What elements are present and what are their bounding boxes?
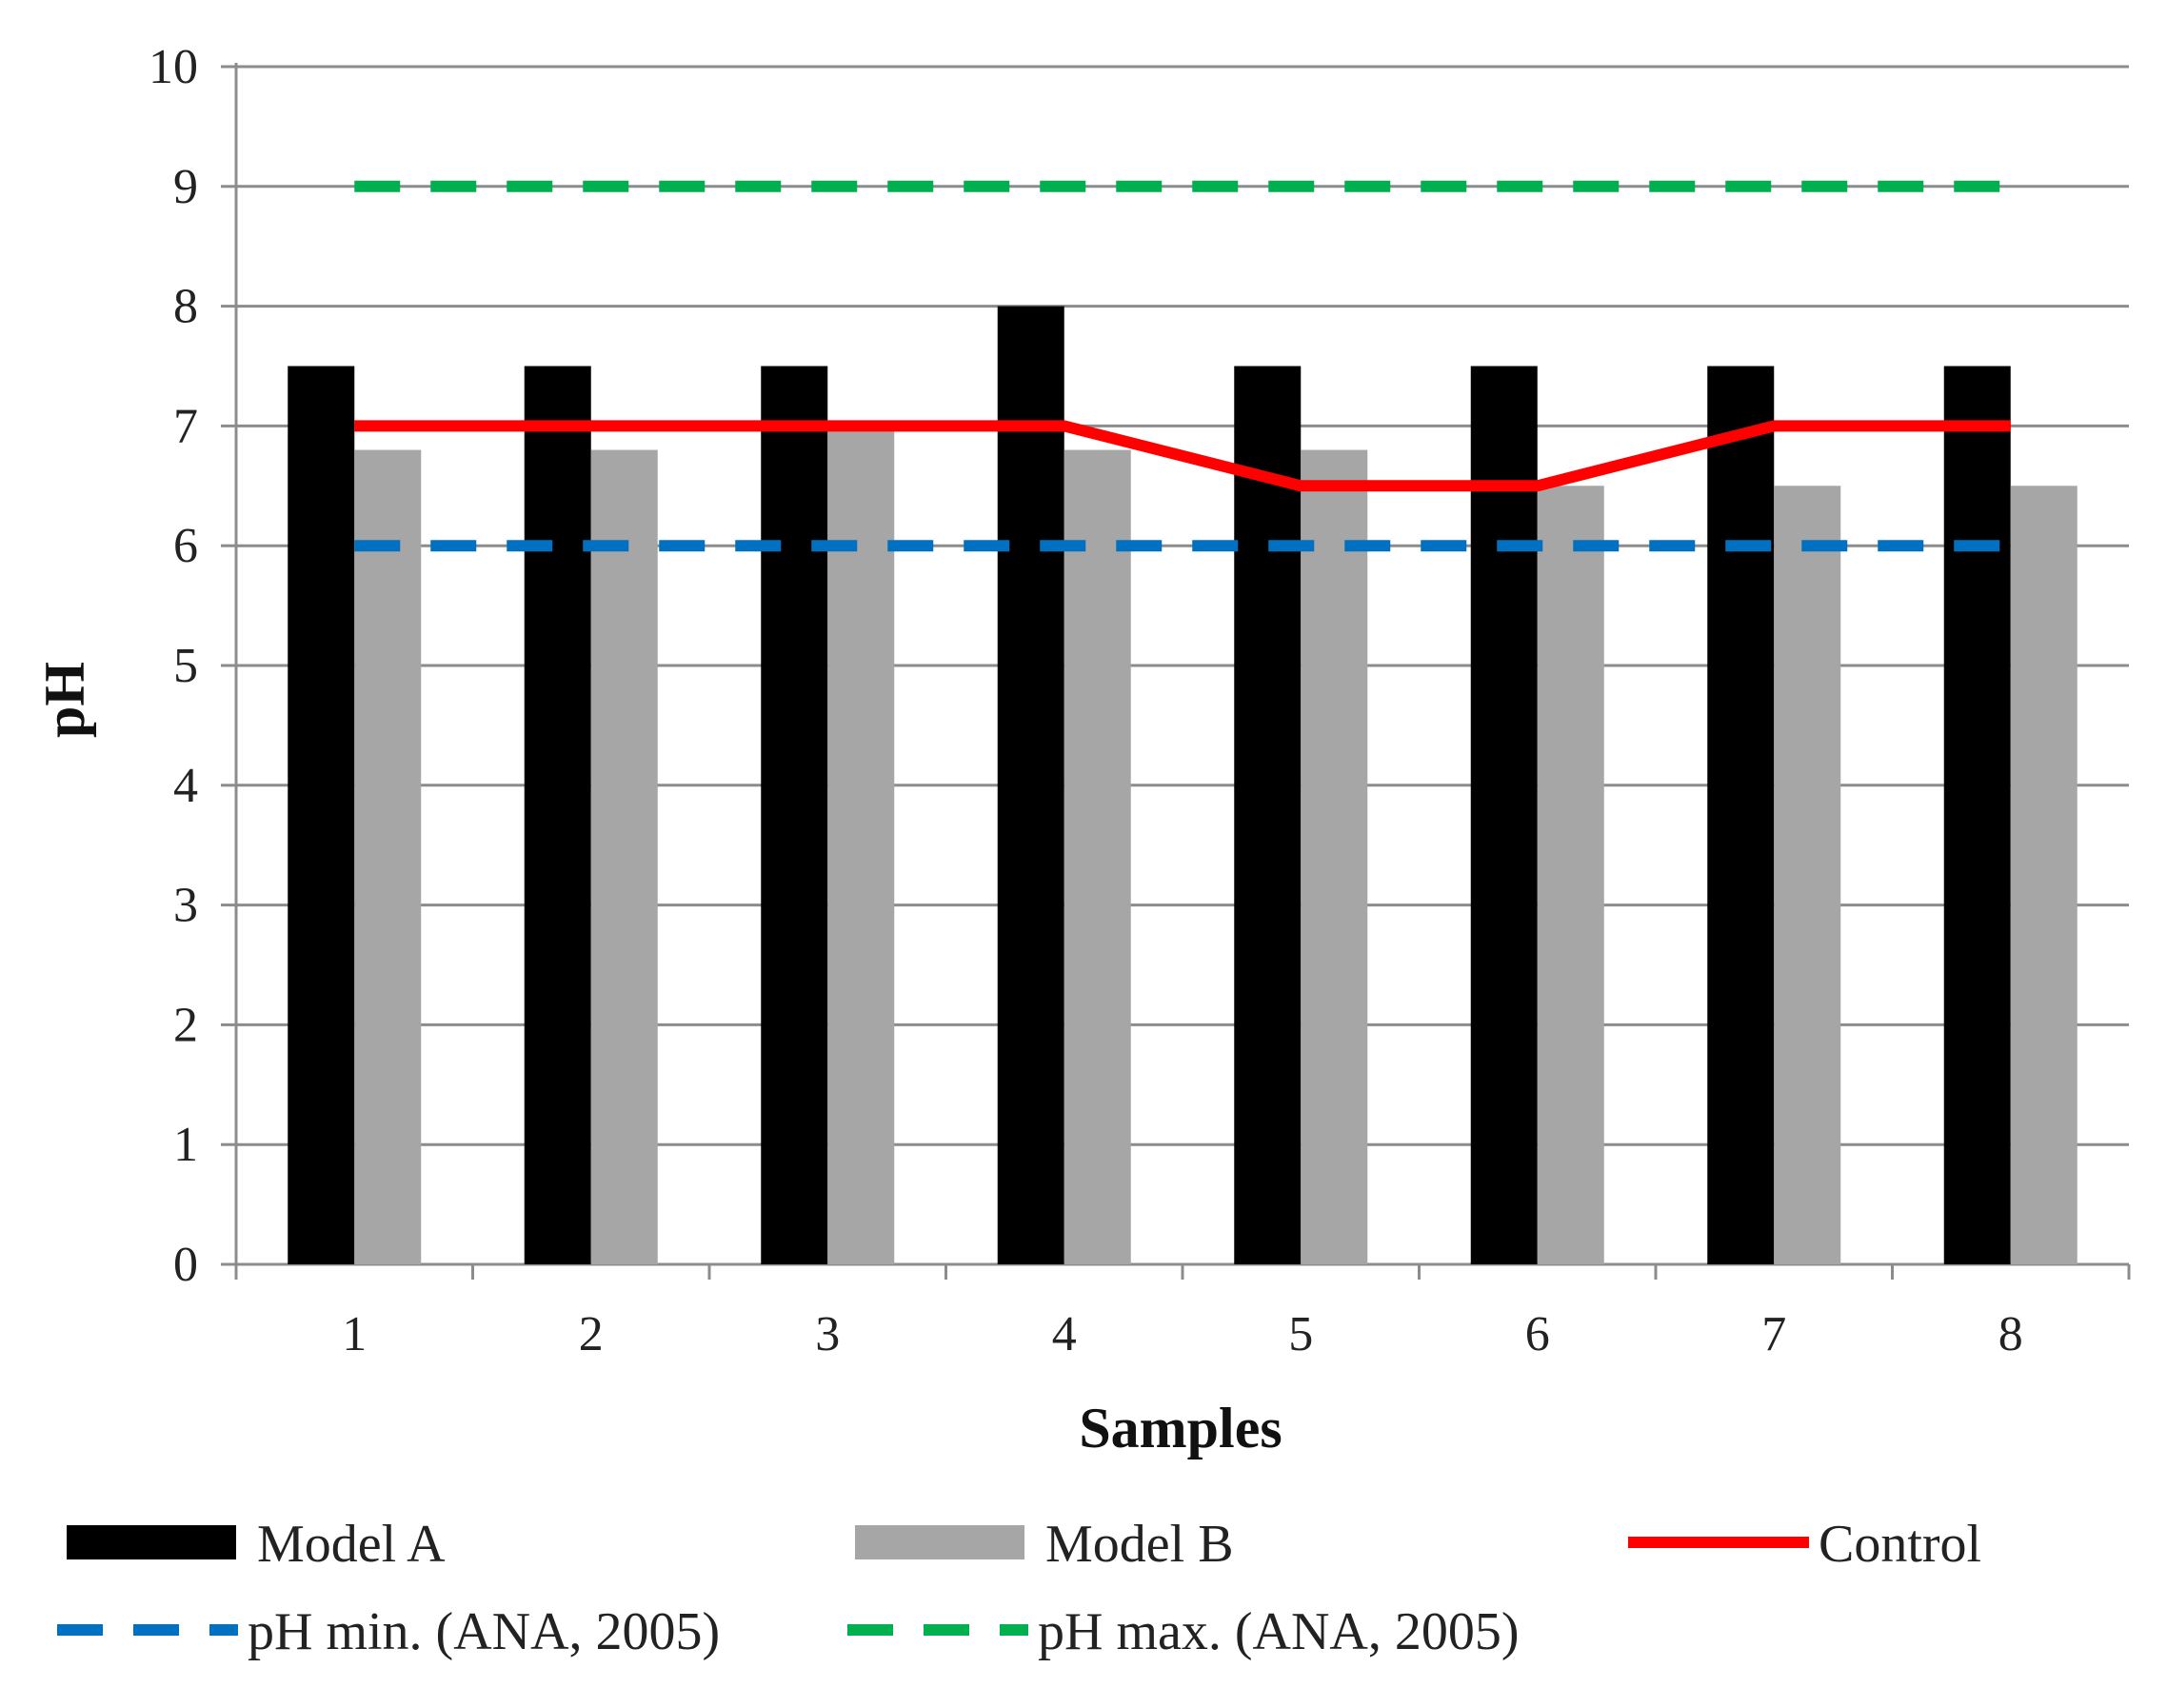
legend-swatch-model-a (67, 1525, 236, 1559)
y-tick-label-2: 2 (173, 998, 198, 1052)
bar-model-b-4 (1064, 450, 1131, 1264)
x-tick-label-7: 7 (1761, 1307, 1786, 1361)
legend: Model A Model B Control pH min. (ANA, 2005)… (57, 1515, 1981, 1661)
bar-model-b-5 (1301, 450, 1367, 1264)
y-tick-label-5: 5 (173, 639, 198, 693)
bar-model-a-7 (1707, 367, 1774, 1265)
x-tick-label-1: 1 (342, 1307, 367, 1361)
axes (221, 63, 2129, 1280)
legend-label-ph-min-ana-2005-: pH min. (ANA, 2005) (248, 1602, 720, 1661)
y-tick-label-9: 9 (173, 160, 198, 214)
bar-model-b-3 (827, 426, 894, 1264)
bar-model-b-2 (591, 450, 658, 1264)
bar-model-a-8 (1944, 367, 2011, 1265)
legend-swatch-model-b (855, 1525, 1024, 1559)
bar-model-a-5 (1234, 367, 1301, 1265)
x-tick-label-6: 6 (1525, 1307, 1550, 1361)
y-tick-label-8: 8 (173, 280, 198, 334)
gridlines (236, 67, 2129, 1144)
x-tick-label-5: 5 (1288, 1307, 1313, 1361)
legend-label-model-a: Model A (257, 1515, 446, 1574)
x-tick-label-4: 4 (1052, 1307, 1077, 1361)
bar-model-b-1 (354, 450, 421, 1264)
y-tick-label-3: 3 (173, 879, 198, 933)
chart: 0123456789101 2 3 4 5 6 7 8 Samples pH Model AM… (0, 0, 2167, 1708)
bar-model-a-1 (288, 367, 354, 1265)
bar-model-a-3 (761, 367, 827, 1265)
bar-model-b-6 (1538, 486, 1604, 1264)
legend-label-control: Control (1819, 1515, 1981, 1574)
bar-model-a-4 (998, 307, 1064, 1264)
x-axis-title: Samples (1079, 1397, 1282, 1460)
y-tick-label-10: 10 (149, 40, 198, 94)
bar-model-a-6 (1471, 367, 1538, 1265)
y-axis-title: pH (33, 662, 96, 738)
bar-model-b-8 (2011, 486, 2078, 1264)
y-tick-label-6: 6 (173, 519, 198, 573)
legend-label-model-b: Model B (1045, 1515, 1234, 1574)
x-tick-label-2: 2 (579, 1307, 604, 1361)
y-tick-label-7: 7 (173, 399, 198, 453)
bar-model-b-7 (1774, 486, 1840, 1264)
bar-model-a-2 (525, 367, 591, 1265)
y-tick-label-0: 0 (173, 1238, 198, 1292)
y-tick-label-4: 4 (173, 759, 198, 813)
legend-label-ph-max-ana-2005-: pH max. (ANA, 2005) (1038, 1602, 1519, 1661)
y-tick-label-1: 1 (173, 1118, 198, 1172)
x-tick-label-3: 3 (815, 1307, 840, 1361)
x-tick-label-8: 8 (1998, 1307, 2023, 1361)
